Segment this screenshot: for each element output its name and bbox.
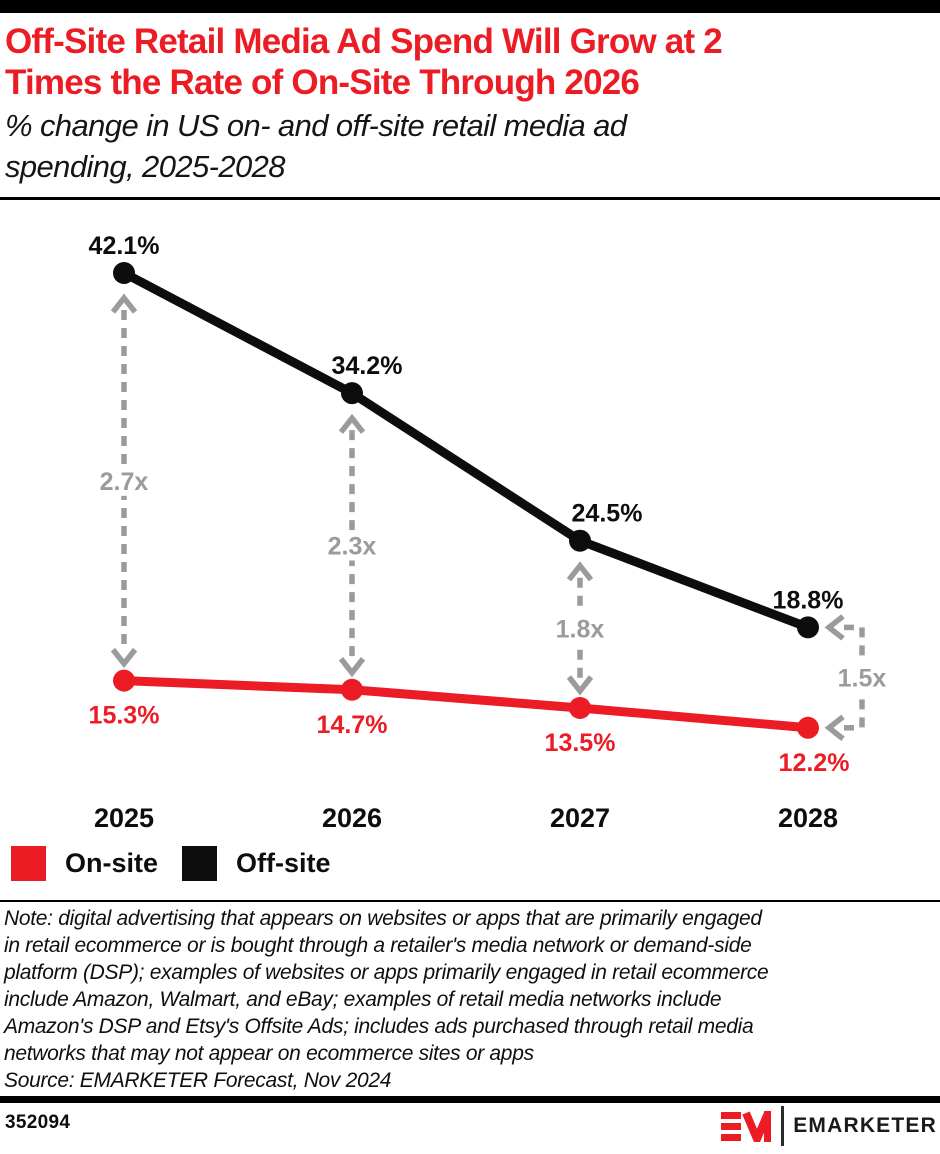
series-line-onsite [119, 676, 813, 733]
value-label-offsite-2027: 24.5% [572, 500, 643, 528]
chart-title-line2: Times the Rate of On-Site Through 2026 [5, 63, 640, 102]
legend-label-onsite: On-site [65, 848, 159, 878]
axis-year-2025: 2025 [94, 803, 154, 833]
arrowhead-up-icon [338, 413, 366, 434]
axis-year-2027: 2027 [550, 803, 610, 833]
value-label-onsite-2025: 15.3% [89, 702, 160, 730]
legend-swatch-offsite [182, 846, 218, 881]
arrowhead-left-icon [824, 714, 845, 741]
note-line: platform (DSP); examples of websites or … [4, 961, 769, 984]
ratio-annotation-1.5x: 1.5x [824, 614, 892, 741]
ratio-annotation-2.3x: 2.3x [322, 413, 382, 678]
ratio-annotation-2.7x: 2.7x [94, 293, 154, 669]
note-line: Note: digital advertising that appears o… [4, 907, 762, 930]
chart-title-line1: Off-Site Retail Media Ad Spend Will Grow… [5, 22, 723, 61]
value-label-onsite-2026: 14.7% [317, 711, 388, 739]
chart-title: Off-Site Retail Media Ad Spend Will Grow… [5, 21, 935, 103]
point-onsite-2027 [569, 697, 591, 720]
point-onsite-2028 [797, 716, 819, 739]
value-label-offsite-2025: 42.1% [89, 232, 160, 260]
value-label-onsite-2027: 13.5% [545, 729, 616, 757]
arrowhead-up-icon [566, 561, 594, 582]
point-offsite-2026 [341, 382, 363, 405]
note-line: in retail ecommerce or is bought through… [4, 934, 752, 957]
top-accent-bar [0, 0, 940, 13]
source-text: Source: EMARKETER Forecast, Nov 2024 [4, 1069, 392, 1092]
chart-subtitle-line2: spending, 2025-2028 [5, 149, 286, 184]
legend: On-site Off-site [11, 846, 355, 881]
note-divider [0, 900, 940, 902]
value-label-offsite-2028: 18.8% [773, 586, 844, 614]
axis-year-2028: 2028 [778, 803, 838, 833]
legend-swatch-onsite [11, 846, 46, 881]
point-onsite-2026 [341, 678, 363, 701]
note-line: networks that may not appear on ecommerc… [4, 1042, 534, 1065]
note-line: include Amazon, Walmart, and eBay; examp… [4, 988, 722, 1011]
ratio-label-1.5x: 1.5x [838, 665, 887, 693]
chart-subtitle: % change in US on- and off-site retail m… [5, 105, 935, 187]
point-offsite-2025 [113, 262, 135, 284]
emarketer-logo: EMARKETER [721, 1104, 937, 1148]
arrowhead-down-icon [338, 657, 366, 678]
point-offsite-2028 [797, 616, 819, 639]
ratio-label-2.7x: 2.7x [100, 468, 149, 496]
header-divider [0, 197, 940, 200]
point-offsite-2027 [569, 529, 591, 552]
ratio-label-1.8x: 1.8x [556, 615, 605, 643]
value-label-offsite-2026: 34.2% [332, 352, 403, 380]
brand-name: EMARKETER [793, 1114, 937, 1137]
value-label-onsite-2028: 12.2% [779, 749, 850, 777]
point-onsite-2025 [113, 669, 135, 692]
axis-year-2026: 2026 [322, 803, 382, 833]
legend-label-offsite: Off-site [236, 848, 331, 878]
logo-separator [781, 1106, 785, 1146]
line-chart: 2.7x 2.3x 1.8x 1.5x 42.1% 34.2% 24.5% 18.8% 15.3… [89, 232, 892, 833]
footer-accent-bar [0, 1096, 940, 1103]
arrowhead-left-icon [824, 614, 845, 641]
emarketer-logo-mark [721, 1110, 772, 1142]
note-block: Note: digital advertising that appears o… [4, 905, 934, 1094]
arrowhead-up-icon [110, 293, 138, 314]
series-line-offsite [119, 268, 813, 632]
arrowhead-down-icon [110, 647, 138, 669]
ratio-annotation-1.8x: 1.8x [550, 561, 610, 696]
chart-id: 352094 [5, 1112, 71, 1133]
note-line: Amazon's DSP and Etsy's Offsite Ads; inc… [4, 1015, 754, 1038]
ratio-label-2.3x: 2.3x [328, 532, 377, 560]
series-onsite: 15.3% 14.7% 13.5% 12.2% [89, 669, 850, 777]
chart-subtitle-line1: % change in US on- and off-site retail m… [5, 108, 627, 143]
arrowhead-down-icon [566, 675, 594, 696]
series-offsite: 42.1% 34.2% 24.5% 18.8% [89, 232, 844, 639]
